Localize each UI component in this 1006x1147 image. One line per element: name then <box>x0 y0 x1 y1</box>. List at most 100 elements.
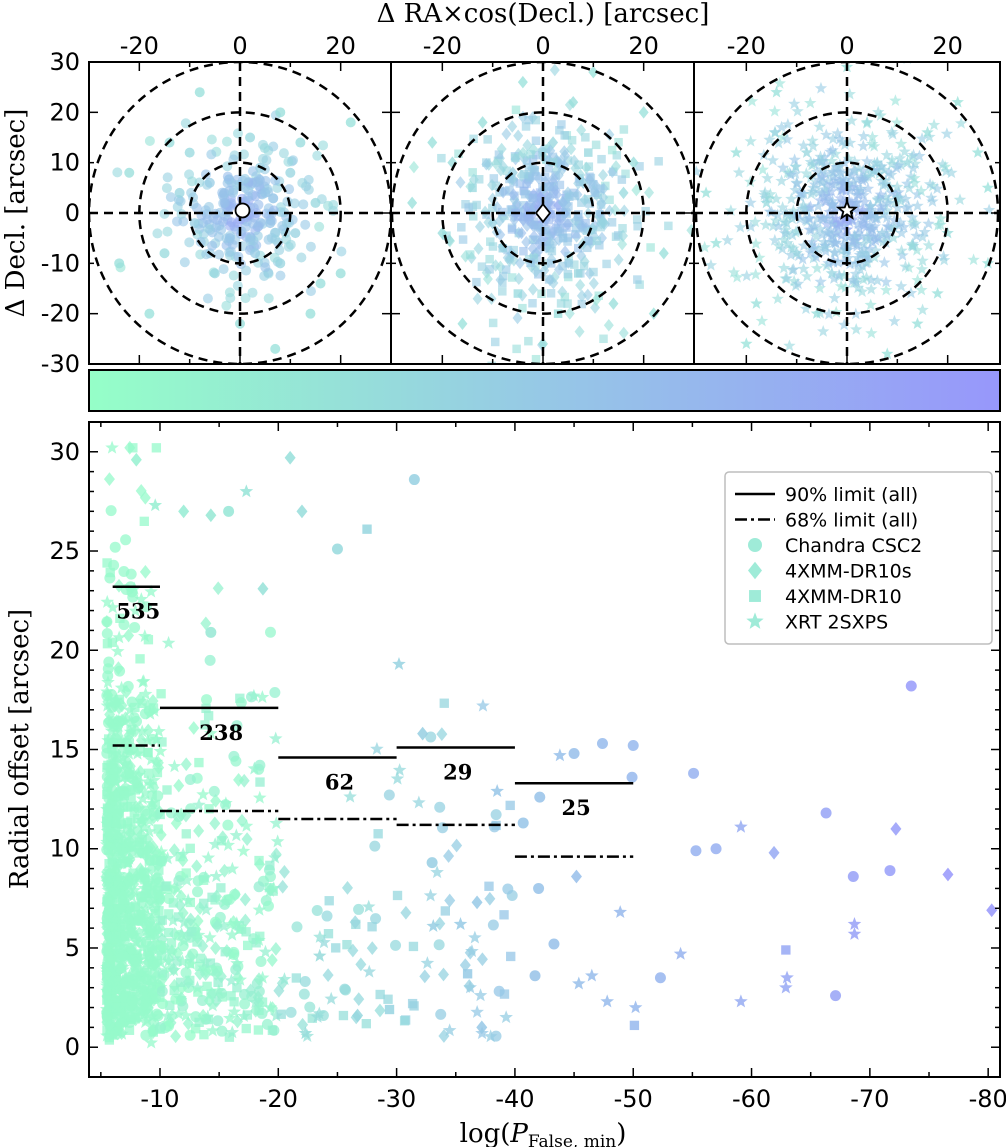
data-point <box>744 220 758 233</box>
data-point <box>331 943 341 953</box>
data-point <box>135 654 145 664</box>
data-point <box>880 148 893 161</box>
data-point <box>826 170 840 183</box>
y-tick-label: 10 <box>49 835 80 863</box>
data-point <box>270 834 285 848</box>
data-point <box>776 130 789 143</box>
data-point <box>496 142 507 156</box>
data-point <box>253 881 265 893</box>
data-point <box>611 160 622 173</box>
data-point <box>613 905 628 919</box>
data-point <box>740 337 753 350</box>
data-point <box>104 1000 114 1011</box>
data-point <box>488 318 498 328</box>
data-point <box>821 174 834 187</box>
data-point <box>211 919 223 933</box>
data-point <box>206 149 217 160</box>
data-point <box>780 272 793 284</box>
data-point <box>130 702 140 713</box>
data-point <box>315 278 326 289</box>
data-point <box>825 154 838 167</box>
data-point <box>838 196 852 209</box>
data-point <box>231 1014 243 1029</box>
data-point <box>820 218 833 230</box>
data-point <box>847 926 862 940</box>
data-point <box>144 584 158 598</box>
data-point <box>313 929 327 943</box>
data-point <box>819 157 832 170</box>
data-point <box>921 125 934 138</box>
data-point <box>544 275 554 284</box>
data-point <box>303 184 314 195</box>
data-point <box>887 231 900 244</box>
data-point <box>260 175 271 186</box>
data-point <box>142 813 157 827</box>
data-point <box>100 871 114 885</box>
data-point <box>843 194 856 207</box>
data-point <box>113 829 123 840</box>
data-point <box>556 299 566 308</box>
data-point <box>459 958 471 972</box>
data-point <box>560 292 570 302</box>
data-point <box>226 217 237 228</box>
data-point <box>832 268 846 281</box>
data-point <box>806 139 820 152</box>
data-point <box>570 869 582 884</box>
data-point <box>296 252 307 263</box>
data-point <box>552 213 561 222</box>
data-point <box>99 837 114 851</box>
data-point <box>102 688 114 703</box>
data-point <box>880 283 893 296</box>
data-point <box>277 972 292 986</box>
data-point <box>278 148 289 159</box>
scatter-points <box>99 440 998 1049</box>
data-point <box>192 797 206 811</box>
data-point <box>148 498 163 512</box>
data-point <box>110 644 125 658</box>
data-point <box>104 946 114 956</box>
bottom-panel: 535 238 62 29 25 -10 -20 -30 -40 -50 -60 -70 -80 0 5 10… <box>49 421 1006 1113</box>
data-point <box>257 581 269 596</box>
data-point <box>941 226 954 239</box>
data-point <box>646 243 655 252</box>
data-point <box>180 118 191 129</box>
data-point <box>825 184 838 197</box>
data-point <box>390 771 405 785</box>
data-point <box>163 1020 175 1032</box>
data-point <box>847 164 860 176</box>
data-point <box>209 869 224 883</box>
data-point <box>481 158 492 171</box>
data-point <box>857 129 870 142</box>
data-point <box>794 186 807 198</box>
data-point <box>780 970 794 984</box>
data-point <box>734 819 748 833</box>
data-point <box>236 844 251 857</box>
data-point <box>383 789 395 801</box>
data-point <box>530 265 541 278</box>
data-point <box>596 738 608 750</box>
data-point <box>143 768 154 778</box>
data-point <box>130 1012 142 1027</box>
data-point <box>185 975 195 986</box>
data-point <box>785 212 799 225</box>
data-point <box>278 864 290 879</box>
data-point <box>591 140 601 150</box>
data-point <box>874 188 887 201</box>
data-point <box>810 250 823 263</box>
data-point <box>102 670 114 682</box>
data-point <box>266 1001 278 1016</box>
data-point <box>573 269 583 278</box>
data-point <box>184 774 196 786</box>
data-point <box>192 229 203 240</box>
data-point <box>207 240 218 251</box>
data-point <box>894 194 907 207</box>
data-point <box>101 747 113 759</box>
data-point <box>548 938 560 950</box>
data-point <box>891 159 905 172</box>
data-point <box>487 216 498 230</box>
data-point <box>156 689 166 699</box>
data-point <box>825 266 839 279</box>
data-point <box>529 970 541 982</box>
data-point <box>373 829 383 839</box>
data-point <box>748 215 762 228</box>
